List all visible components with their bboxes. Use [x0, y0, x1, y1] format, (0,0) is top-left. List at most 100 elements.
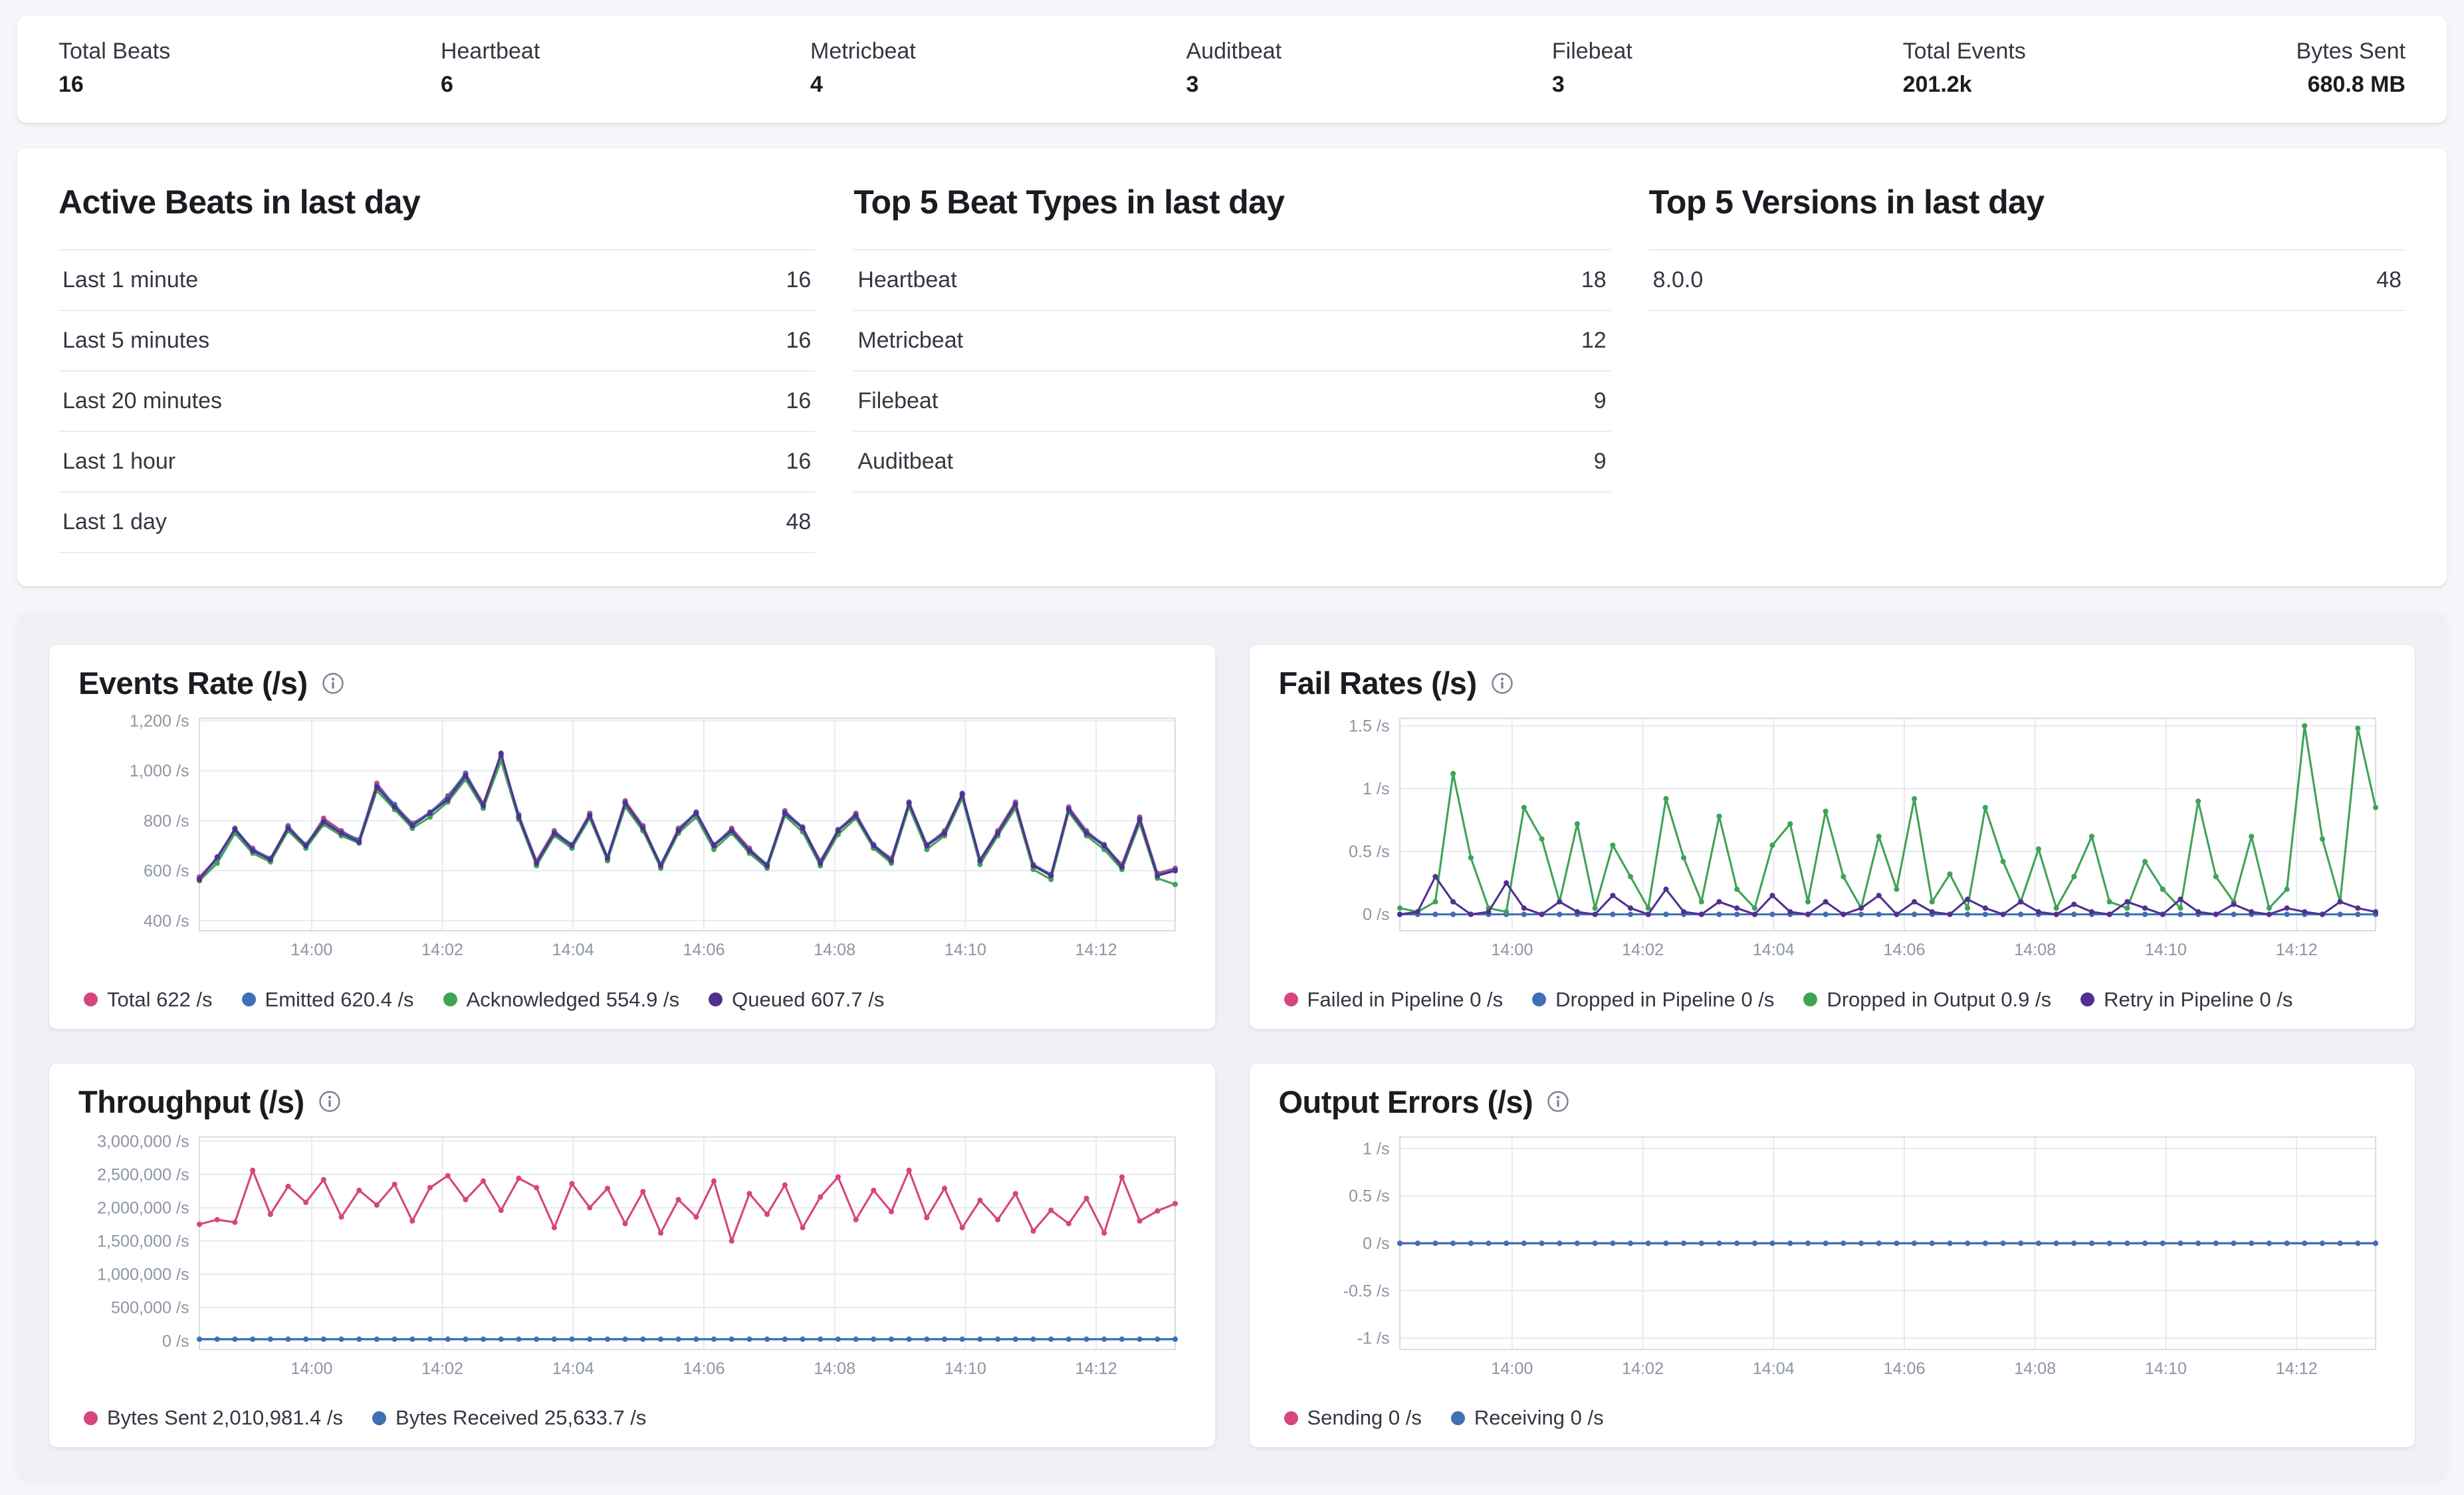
stat-label: Metricbeat	[810, 39, 916, 64]
legend-label: Queued 607.7 /s	[732, 987, 885, 1011]
metric-value: 16	[786, 328, 812, 353]
svg-text:14:00: 14:00	[1491, 1359, 1533, 1378]
series-line-queued	[198, 752, 1176, 881]
stat-heartbeat: Heartbeat 6	[441, 39, 540, 98]
svg-text:14:06: 14:06	[683, 941, 725, 959]
summary-table-1: Top 5 Beat Types in last day Heartbeat 18 M…	[853, 176, 1611, 553]
table-title: Top 5 Beat Types in last day	[853, 183, 1285, 221]
legend-item-acknowledged[interactable]: Acknowledged 554.9 /s	[443, 987, 680, 1012]
svg-text:14:12: 14:12	[1075, 1359, 1117, 1378]
svg-text:14:12: 14:12	[2275, 941, 2317, 959]
table-row: Last 1 day 48	[58, 493, 816, 553]
svg-text:14:10: 14:10	[2144, 941, 2186, 959]
table-row: Auditbeat 9	[853, 432, 1611, 493]
table-row: Last 5 minutes 16	[58, 311, 816, 372]
stat-filebeat: Filebeat 3	[1552, 39, 1632, 98]
stat-label: Heartbeat	[440, 39, 540, 64]
metric-label: Last 1 hour	[62, 449, 176, 474]
stat-value: 3	[1551, 72, 1565, 97]
chart-panel-fail-rates: Fail Rates (/s) 1.5 /s 1 /s 0.5 /s 0 /s 14:00…	[1249, 645, 2415, 1029]
metric-label: Auditbeat	[857, 449, 953, 474]
stat-label: Total Events	[1902, 39, 2026, 64]
chart-canvas-throughput[interactable]: 3,000,000 /s 2,500,000 /s 2,000,000 /s 1,50…	[78, 1128, 1186, 1399]
legend-dot	[1284, 1411, 1298, 1425]
svg-text:14:00: 14:00	[290, 1359, 332, 1378]
summary-tables-panel: Active Beats in last day Last 1 minute 16 L…	[17, 148, 2447, 586]
metric-label: Last 1 day	[62, 509, 167, 534]
legend-item-emitted[interactable]: Emitted 620.4 /s	[241, 988, 414, 1012]
stat-value: 4	[810, 72, 823, 97]
svg-text:3,000,000 /s: 3,000,000 /s	[97, 1132, 189, 1151]
legend-dot	[1803, 992, 1818, 1007]
svg-text:14:12: 14:12	[1075, 941, 1117, 959]
series-line-retry-in-pipeline	[1399, 875, 2377, 916]
table-row: Heartbeat 18	[853, 251, 1611, 311]
metric-value: 16	[786, 388, 812, 413]
chart-canvas-events-rate[interactable]: 1,200 /s 1,000 /s 800 /s 600 /s 400 /s 14:00 1…	[78, 709, 1186, 980]
svg-text:14:10: 14:10	[945, 941, 986, 959]
legend-item-dropped-in-pipeline[interactable]: Dropped in Pipeline 0 /s	[1532, 988, 1774, 1012]
chart-canvas-fail-rates[interactable]: 1.5 /s 1 /s 0.5 /s 0 /s 14:00 14:02 14:04 14:06…	[1279, 709, 2386, 980]
legend-dot	[84, 1411, 98, 1425]
svg-text:-1 /s: -1 /s	[1357, 1329, 1389, 1347]
metric-value: 48	[2376, 267, 2402, 292]
svg-text:14:06: 14:06	[1883, 1359, 1925, 1378]
chart-canvas-output-errors[interactable]: 1 /s 0.5 /s 0 /s -0.5 /s -1 /s 14:00 14:02 14:0…	[1279, 1128, 2386, 1399]
metric-label: Filebeat	[857, 388, 939, 413]
table-row: Last 20 minutes 16	[58, 372, 816, 432]
legend-item-sending[interactable]: Sending 0 /s	[1284, 1406, 1422, 1430]
legend-label: Dropped in Output 0.9 /s	[1827, 987, 2052, 1011]
info-icon[interactable]	[318, 1090, 342, 1113]
legend-dot	[1532, 992, 1547, 1007]
svg-text:14:02: 14:02	[421, 941, 463, 959]
svg-text:14:02: 14:02	[1622, 941, 1664, 959]
svg-text:2,000,000 /s: 2,000,000 /s	[97, 1199, 189, 1217]
legend-item-queued[interactable]: Queued 607.7 /s	[709, 988, 884, 1012]
chart-header: Throughput (/s)	[78, 1084, 1186, 1120]
metric-label: Metricbeat	[857, 328, 964, 353]
info-icon[interactable]	[1490, 671, 1514, 695]
legend-label: Bytes Received 25,633.7 /s	[395, 1406, 647, 1430]
svg-text:14:04: 14:04	[552, 1359, 594, 1378]
legend-item-bytes-sent[interactable]: Bytes Sent 2,010,981.4 /s	[84, 1406, 343, 1430]
metric-label: Last 5 minutes	[62, 328, 210, 353]
stat-value: 6	[440, 72, 453, 97]
svg-text:0 /s: 0 /s	[1362, 1234, 1389, 1253]
svg-text:14:06: 14:06	[683, 1359, 725, 1378]
svg-text:1,000 /s: 1,000 /s	[130, 762, 189, 780]
series-line-bytes-sent	[198, 1169, 1176, 1242]
metric-label: Last 1 minute	[62, 267, 199, 292]
table-row: Last 1 minute 16	[58, 251, 816, 311]
info-icon[interactable]	[1546, 1090, 1570, 1113]
legend-item-bytes-received[interactable]: Bytes Received 25,633.7 /s	[372, 1406, 646, 1430]
legend-dot	[1284, 992, 1298, 1007]
metrics-table: Heartbeat 18 Metricbeat 12 Filebeat 9 Auditbea…	[853, 249, 1611, 493]
svg-text:14:00: 14:00	[1491, 941, 1533, 959]
stat-auditbeat: Auditbeat 3	[1186, 39, 1282, 98]
svg-text:500,000 /s: 500,000 /s	[111, 1298, 189, 1317]
summary-table-2: Top 5 Versions in last day 8.0.0 48	[1648, 176, 2406, 553]
series-line-dropped-in-output	[1399, 725, 2377, 913]
legend-label: Total 622 /s	[107, 987, 213, 1011]
legend-label: Acknowledged 554.9 /s	[466, 987, 680, 1011]
legend-item-total[interactable]: Total 622 /s	[84, 988, 213, 1012]
chart-header: Fail Rates (/s)	[1279, 665, 2386, 701]
legend-dot	[443, 992, 457, 1007]
metric-label: 8.0.0	[1652, 267, 1704, 292]
legend-item-retry-in-pipeline[interactable]: Retry in Pipeline 0 /s	[2080, 988, 2293, 1012]
info-icon[interactable]	[321, 671, 345, 695]
svg-text:14:06: 14:06	[1883, 941, 1925, 959]
stat-value: 201.2k	[1902, 72, 1972, 97]
svg-text:800 /s: 800 /s	[144, 812, 189, 830]
stat-label: Auditbeat	[1186, 39, 1282, 64]
legend-item-failed-in-pipeline[interactable]: Failed in Pipeline 0 /s	[1284, 988, 1503, 1012]
svg-text:14:10: 14:10	[945, 1359, 986, 1378]
metric-value: 9	[1593, 449, 1607, 474]
legend-item-dropped-in-output[interactable]: Dropped in Output 0.9 /s	[1803, 988, 2051, 1012]
svg-text:1,200 /s: 1,200 /s	[130, 712, 189, 731]
legend-item-receiving[interactable]: Receiving 0 /s	[1450, 1406, 1604, 1430]
chart-header: Output Errors (/s)	[1279, 1084, 2386, 1120]
svg-text:14:04: 14:04	[1752, 1359, 1794, 1378]
table-row: Filebeat 9	[853, 372, 1611, 432]
